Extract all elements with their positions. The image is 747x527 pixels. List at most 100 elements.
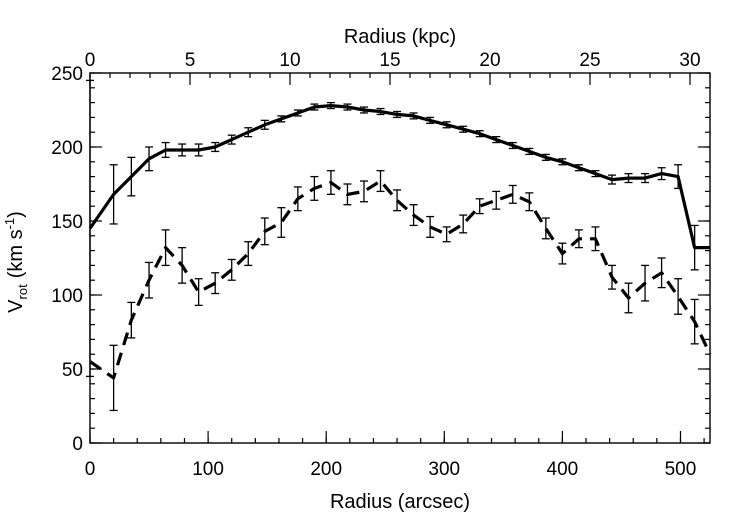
error-bar xyxy=(376,107,385,116)
error-bar xyxy=(277,207,286,238)
error-bar xyxy=(227,134,236,145)
error-bar xyxy=(409,204,418,227)
error-bar xyxy=(607,174,616,185)
error-bar xyxy=(310,175,319,201)
error-bar xyxy=(326,101,335,110)
top-tick-label: 15 xyxy=(379,50,400,71)
error-bar xyxy=(260,119,269,130)
error-bar xyxy=(657,167,666,181)
y-axis-title: Vrot(km s-1) xyxy=(2,211,30,313)
top-tick-label: 20 xyxy=(479,50,500,71)
solid-series-line xyxy=(88,103,710,250)
dashed-series xyxy=(89,170,712,412)
error-bar xyxy=(127,156,136,197)
top-tick-label: 25 xyxy=(579,50,600,71)
error-bar xyxy=(607,264,616,290)
error-bar xyxy=(426,116,435,124)
top-tick-label: 5 xyxy=(185,50,196,71)
bottom-tick-label: 300 xyxy=(428,459,460,480)
top-axis-title: Radius (kpc) xyxy=(344,26,456,48)
error-bar xyxy=(393,110,402,119)
error-bar xyxy=(244,127,253,138)
bottom-tick-label: 0 xyxy=(85,459,96,480)
error-bar xyxy=(227,258,236,281)
error-bar xyxy=(426,215,435,238)
bottom-axis-title: Radius (arcsec) xyxy=(330,491,470,513)
error-bar xyxy=(393,189,402,212)
error-bar xyxy=(211,272,220,295)
error-bar xyxy=(293,109,302,117)
error-bar xyxy=(475,198,484,215)
error-bar xyxy=(624,282,633,314)
y-tick-label: 0 xyxy=(72,434,83,455)
error-bar xyxy=(574,229,583,249)
error-bar xyxy=(574,164,583,172)
error-bar xyxy=(525,192,534,212)
error-bar xyxy=(359,180,368,203)
error-bar xyxy=(508,141,517,150)
error-bar xyxy=(244,241,253,267)
bottom-tick-label: 100 xyxy=(192,459,224,480)
error-bar xyxy=(442,226,451,243)
error-bar xyxy=(525,147,534,156)
error-bar xyxy=(690,298,699,345)
error-bar xyxy=(674,164,683,190)
top-tick-label: 30 xyxy=(679,50,700,71)
error-bar xyxy=(178,246,187,284)
bottom-tick-label: 400 xyxy=(547,459,579,480)
error-bar xyxy=(145,261,154,299)
error-bar xyxy=(409,112,418,120)
dashed-series-line xyxy=(89,179,712,380)
error-bar xyxy=(641,264,650,302)
error-bar xyxy=(624,172,633,184)
error-bar xyxy=(343,183,352,206)
error-bar xyxy=(475,130,484,138)
bottom-tick-label: 200 xyxy=(310,459,342,480)
bottom-tick-label: 500 xyxy=(665,459,697,480)
y-tick-label: 100 xyxy=(51,286,83,307)
error-bar xyxy=(541,153,550,161)
error-bar xyxy=(591,170,600,178)
error-bar xyxy=(326,170,335,196)
error-bar xyxy=(178,143,187,157)
error-bar xyxy=(194,278,203,307)
solid-series xyxy=(86,79,710,378)
error-bar xyxy=(277,115,286,123)
plot-frame xyxy=(89,72,711,444)
error-bar xyxy=(376,170,385,193)
error-bar xyxy=(641,172,650,184)
y-tick-label: 200 xyxy=(51,138,83,159)
error-bar xyxy=(260,217,269,246)
error-bar xyxy=(293,186,302,212)
error-bar xyxy=(558,242,567,265)
error-bar xyxy=(161,141,170,159)
top-tick-label: 10 xyxy=(279,50,300,71)
error-bar xyxy=(109,164,118,225)
y-tick-label: 150 xyxy=(51,212,83,233)
error-bar xyxy=(591,226,600,252)
error-bar xyxy=(109,344,118,412)
error-bar xyxy=(459,214,468,234)
error-bar xyxy=(508,184,517,204)
error-bar xyxy=(145,146,154,172)
error-bar xyxy=(657,257,666,289)
y-tick-label: 50 xyxy=(62,360,83,381)
error-bar xyxy=(674,278,683,315)
error-bar xyxy=(459,125,468,133)
error-bar xyxy=(310,103,319,111)
error-bar xyxy=(690,224,699,271)
plot-series xyxy=(86,79,712,412)
error-bar xyxy=(492,135,501,144)
error-bar xyxy=(558,158,567,166)
error-bar xyxy=(359,106,368,114)
error-bar xyxy=(541,217,550,240)
error-bar xyxy=(343,103,352,111)
error-bar xyxy=(492,190,501,210)
error-bar xyxy=(211,141,220,153)
y-tick-label: 250 xyxy=(51,64,83,85)
error-bar xyxy=(194,143,203,157)
top-tick-label: 0 xyxy=(85,50,96,71)
error-bar xyxy=(127,301,136,339)
